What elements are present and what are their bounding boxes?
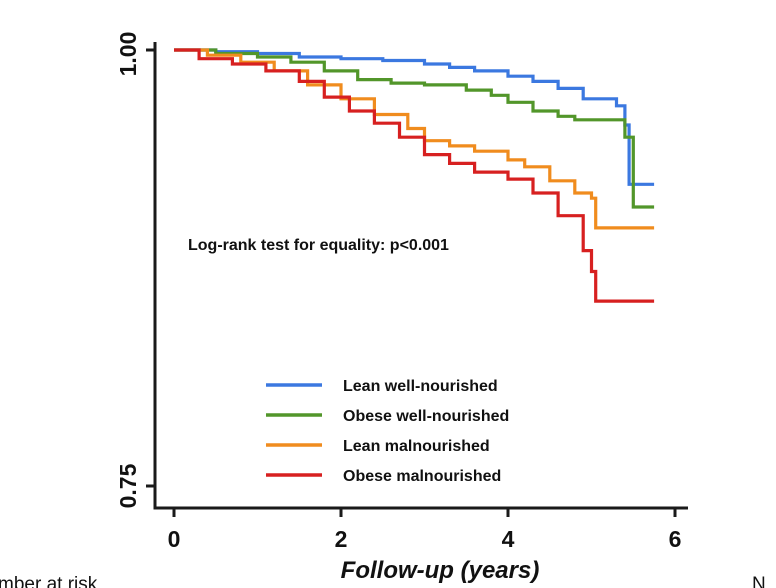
series-line-1	[174, 48, 655, 186]
log-rank-annotation: Log-rank test for equality: p<0.001	[188, 237, 449, 254]
legend-label: Lean well-nourished	[343, 378, 498, 395]
x-tick-label: 6	[669, 526, 682, 552]
legend-label: Obese well-nourished	[343, 408, 509, 425]
axis-lines	[153, 42, 688, 510]
edge-text-right: N	[752, 574, 766, 588]
series-line-4	[174, 48, 655, 303]
x-axis-title: Follow-up (years)	[341, 557, 540, 584]
series-layer	[174, 48, 655, 303]
x-tick-label: 0	[168, 526, 181, 552]
legend-label: Lean malnourished	[343, 438, 490, 455]
series-line-2	[174, 48, 655, 209]
legend: Lean well-nourished Obese well-nourished L…	[266, 378, 509, 485]
y-tick-label-bottom: 0.75	[115, 463, 141, 508]
number-at-risk-label: mber at risk	[0, 574, 98, 588]
x-tick-label: 2	[335, 526, 348, 552]
legend-label: Obese malnourished	[343, 468, 501, 485]
y-tick-label-top: 1.00	[115, 32, 141, 77]
series-line-3	[174, 48, 655, 230]
x-tick-label: 4	[502, 526, 515, 552]
